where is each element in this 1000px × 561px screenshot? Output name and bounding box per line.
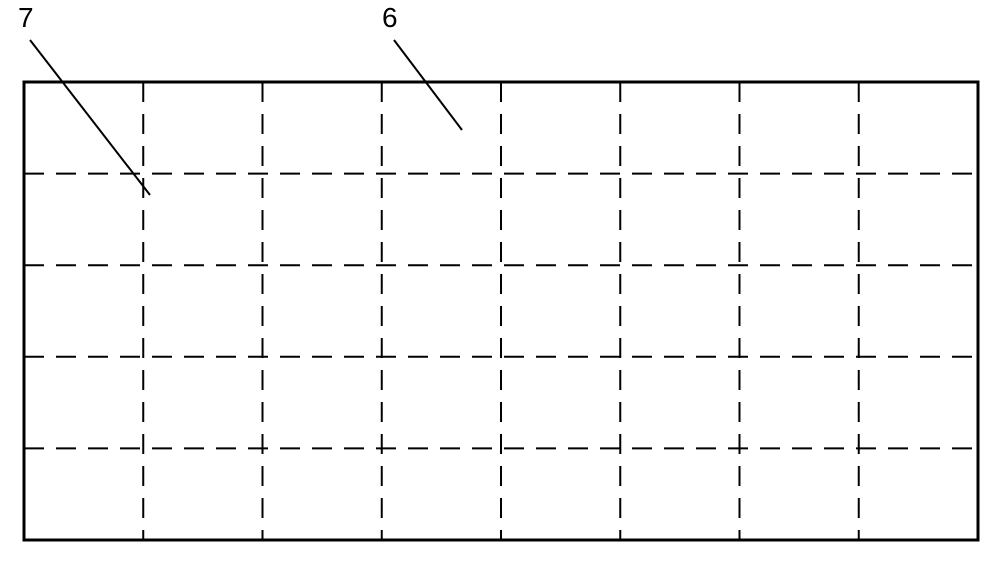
grid-lines xyxy=(24,82,978,540)
callout-label-6: 6 xyxy=(382,2,398,34)
grid-diagram: 76 xyxy=(0,0,1000,561)
callout-label-7: 7 xyxy=(18,2,34,34)
diagram-svg xyxy=(0,0,1000,561)
leader-lines xyxy=(30,40,462,195)
